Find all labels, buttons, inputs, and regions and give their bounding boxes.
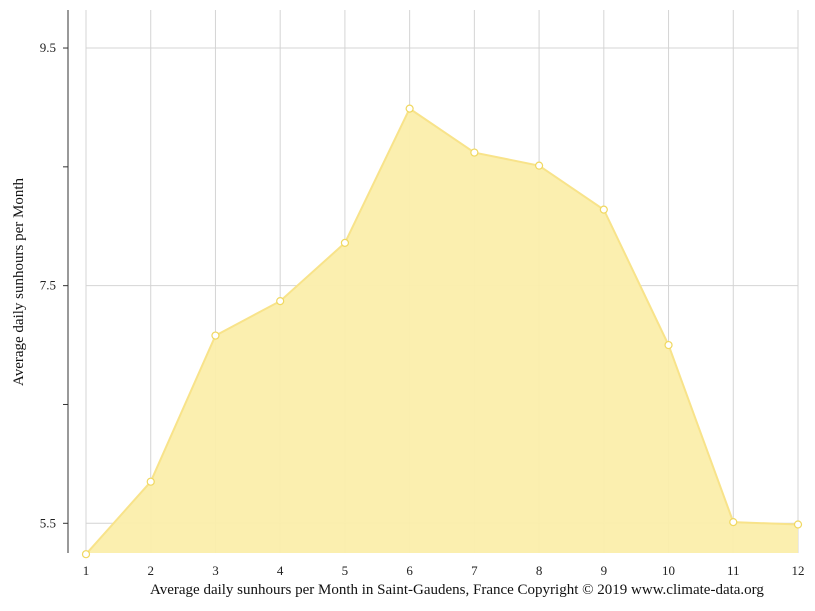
- data-point-7: [470, 148, 479, 157]
- y-tick-labels: 5.5 7.5 9.5: [40, 40, 56, 530]
- chart-caption: Average daily sunhours per Month in Sain…: [150, 582, 764, 598]
- data-point-8: [534, 161, 544, 170]
- data-point-3: [211, 331, 220, 340]
- x-tick-label-12: 12: [792, 563, 805, 578]
- x-tick-label-9: 9: [601, 563, 608, 578]
- data-point-12: [793, 520, 803, 529]
- x-tick-label-4: 4: [277, 563, 284, 578]
- x-tick-label-2: 2: [147, 563, 154, 578]
- axes: [63, 10, 69, 553]
- x-tick-label-11: 11: [727, 563, 740, 578]
- x-tick-label-1: 1: [83, 563, 90, 578]
- y-tick-label-1: 5.5: [40, 515, 56, 530]
- data-point-5: [340, 238, 350, 247]
- data-point-10: [664, 340, 673, 350]
- data-points: [81, 104, 803, 559]
- y-tick-label-2: 7.5: [40, 278, 56, 293]
- data-point-1: [81, 550, 91, 559]
- data-point-6: [405, 104, 414, 113]
- series-line: [85, 107, 799, 555]
- area-layer: [85, 107, 799, 555]
- data-point-4: [276, 297, 285, 306]
- y-tick-label-3: 9.5: [40, 40, 56, 55]
- x-tick-label-10: 10: [662, 563, 675, 578]
- x-tick-label-8: 8: [536, 563, 543, 578]
- x-tick-labels: 1 2 3 4 5 6 7 8 9 10 11 12: [83, 563, 805, 578]
- series-area: [86, 108, 798, 555]
- x-tick-label-3: 3: [212, 563, 219, 578]
- data-point-9: [599, 205, 608, 214]
- x-tick-label-6: 6: [406, 563, 413, 578]
- x-tick-label-7: 7: [471, 563, 478, 578]
- data-point-11: [729, 518, 738, 527]
- y-axis-title: Average daily sunhours per Month: [11, 178, 27, 387]
- x-tick-label-5: 5: [342, 563, 349, 578]
- data-point-2: [146, 477, 155, 486]
